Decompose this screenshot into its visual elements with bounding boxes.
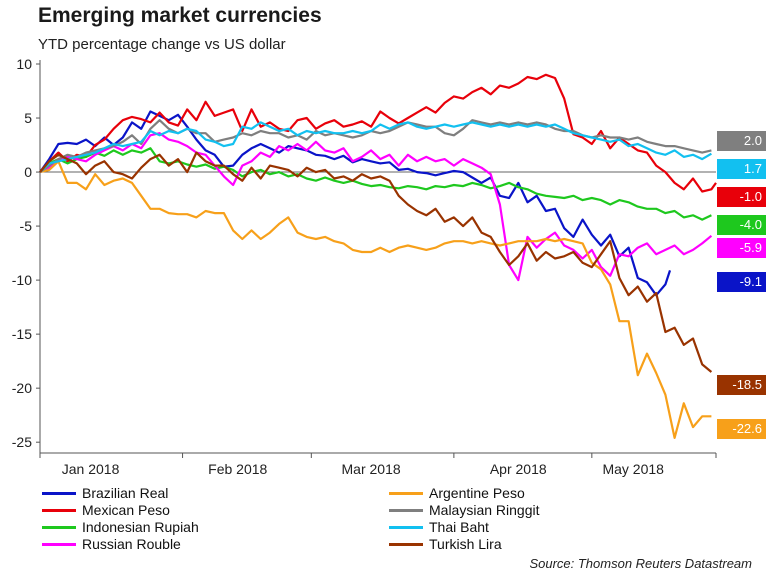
series-line-mexican-peso	[39, 73, 717, 193]
series-line-malaysian-ringgit	[39, 119, 712, 173]
legend-item-brazilian-real: Brazilian Real	[42, 485, 168, 501]
legend-swatch	[42, 525, 76, 529]
end-label-russian-rouble: -5.9	[717, 238, 766, 258]
legend-swatch	[389, 525, 423, 529]
legend-swatch	[389, 491, 423, 495]
legend-swatch	[42, 508, 76, 512]
end-label-brazilian-real: -9.1	[717, 272, 766, 292]
legend-item-argentine-peso: Argentine Peso	[389, 485, 525, 501]
y-tick-label: -25	[12, 434, 32, 450]
y-tick-label: 5	[24, 110, 32, 126]
legend-item-mexican-peso: Mexican Peso	[42, 502, 170, 518]
series-line-indonesian-rupiah	[39, 147, 712, 221]
legend-label: Indonesian Rupiah	[82, 519, 199, 535]
legend-swatch	[389, 542, 423, 546]
legend-item-thai-baht: Thai Baht	[389, 519, 489, 535]
end-label-argentine-peso: -22.6	[717, 419, 766, 439]
x-tick-label: Jan 2018	[62, 461, 120, 477]
end-label-mexican-peso: -1.0	[717, 187, 766, 207]
legend-label: Russian Rouble	[82, 536, 181, 552]
chart-subtitle: YTD percentage change vs US dollar	[38, 36, 286, 53]
end-label-thai-baht: 1.7	[717, 159, 766, 179]
legend-label: Brazilian Real	[82, 485, 169, 501]
series-line-russian-rouble	[39, 132, 713, 282]
y-tick-label: 10	[16, 56, 32, 72]
legend-swatch	[42, 491, 76, 495]
legend-label: Malaysian Ringgit	[429, 502, 540, 518]
x-tick-label: Feb 2018	[208, 461, 267, 477]
end-label-turkish-lira: -18.5	[717, 375, 766, 395]
y-tick-label: 0	[24, 164, 32, 180]
y-tick-label: -10	[12, 272, 32, 288]
legend-item-indonesian-rupiah: Indonesian Rupiah	[42, 519, 199, 535]
x-tick-label: Apr 2018	[490, 461, 547, 477]
end-label-malaysian-ringgit: 2.0	[717, 131, 766, 151]
chart-title: Emerging market currencies	[38, 4, 322, 27]
x-tick-label: Mar 2018	[342, 461, 401, 477]
series-line-argentine-peso	[39, 160, 712, 439]
series-line-thai-baht	[39, 121, 712, 173]
x-tick-label: May 2018	[602, 461, 664, 477]
legend-label: Argentine Peso	[429, 485, 525, 501]
y-tick-label: -20	[12, 380, 32, 396]
series-line-turkish-lira	[39, 151, 713, 373]
legend-label: Mexican Peso	[82, 502, 170, 518]
legend-item-malaysian-ringgit: Malaysian Ringgit	[389, 502, 540, 518]
y-tick-label: -5	[20, 218, 33, 234]
y-tick-label: -15	[12, 326, 32, 342]
source-note: Source: Thomson Reuters Datastream	[529, 556, 752, 571]
legend-label: Thai Baht	[429, 519, 489, 535]
legend-item-russian-rouble: Russian Rouble	[42, 536, 181, 552]
legend-label: Turkish Lira	[429, 536, 502, 552]
end-label-indonesian-rupiah: -4.0	[717, 215, 766, 235]
legend-swatch	[42, 542, 76, 546]
legend-item-turkish-lira: Turkish Lira	[389, 536, 502, 552]
legend-swatch	[389, 508, 423, 512]
